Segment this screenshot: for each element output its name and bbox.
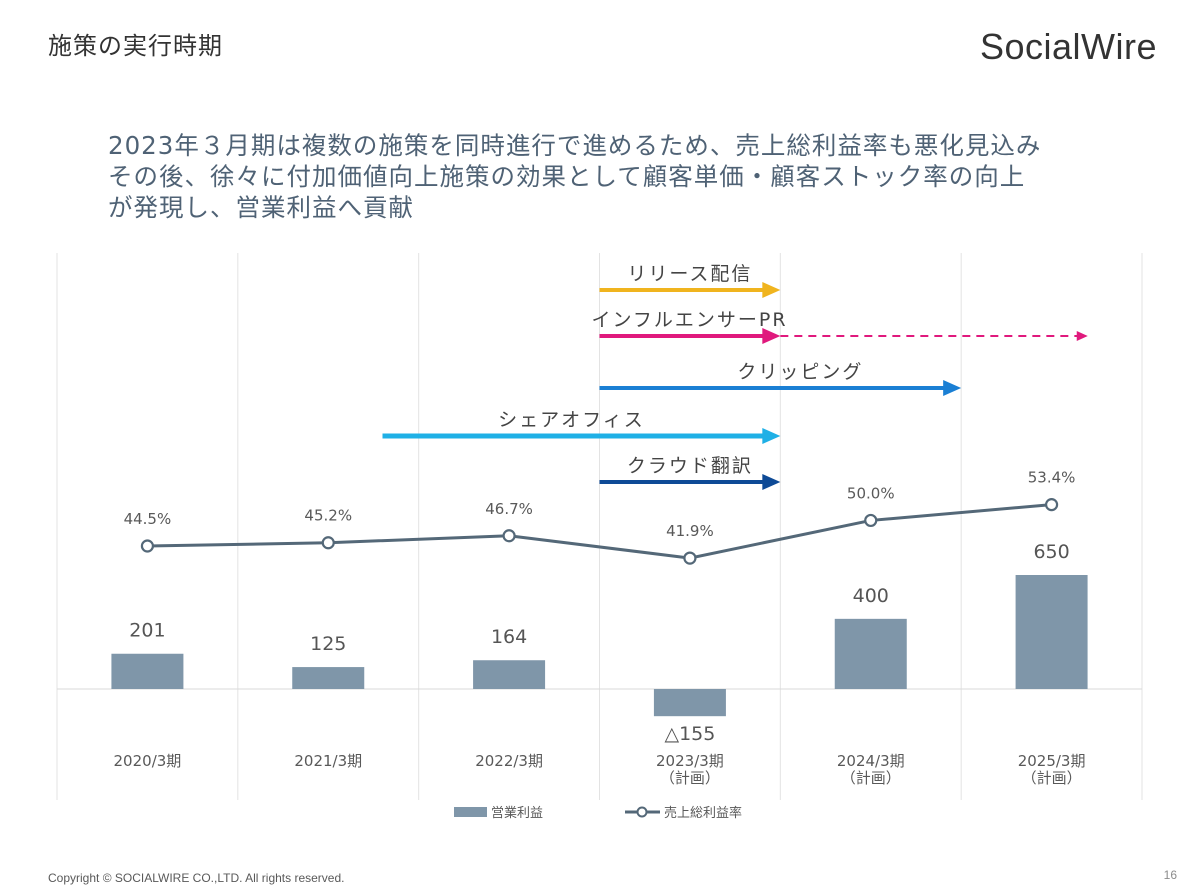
initiative-arrow: シェアオフィス <box>382 409 781 444</box>
category-label: （計画） <box>1022 769 1082 787</box>
legend-label: 営業利益 <box>491 805 543 821</box>
line-point <box>502 529 516 543</box>
legend-label: 売上総利益率 <box>664 805 742 821</box>
category-label: 2025/3期 <box>1018 752 1086 770</box>
bar <box>834 618 907 689</box>
bar-layer <box>111 575 1088 717</box>
initiative-arrow: クリッピング <box>599 361 962 396</box>
rate-label: 44.5% <box>124 510 172 528</box>
label-layer: 201 125 164 △155 400 650 2020/3期 2021/3期 2022/3期… <box>114 469 1086 787</box>
bar <box>111 653 184 689</box>
category-label: （計画） <box>660 769 720 787</box>
line-point <box>1044 498 1059 512</box>
bar-value-label: 164 <box>491 626 527 648</box>
arrow-head-icon <box>762 428 781 444</box>
initiative-arrow: クラウド翻訳 <box>599 455 781 490</box>
page-number: 16 <box>1163 868 1177 882</box>
line-point <box>864 513 878 528</box>
headline-line: が発現し、営業利益へ貢献 <box>108 193 414 222</box>
rate-label: 53.4% <box>1028 469 1076 487</box>
initiative-label: クリッピング <box>737 361 863 383</box>
bar <box>292 667 365 689</box>
category-label: 2020/3期 <box>114 752 182 770</box>
arrow-head-icon <box>762 282 781 298</box>
legend-bar-swatch <box>454 807 487 817</box>
initiative-arrow: インフルエンサーPR <box>591 309 1088 344</box>
category-label: 2022/3期 <box>475 752 543 770</box>
initiative-label: リリース配信 <box>627 263 752 285</box>
rate-label: 45.2% <box>304 507 352 525</box>
legend: 営業利益 売上総利益率 <box>454 805 742 821</box>
headline-line: その後、徐々に付加価値向上施策の効果として顧客単価・顧客ストック率の向上 <box>108 162 1026 191</box>
grid-layer <box>56 253 1143 800</box>
arrow-head-icon <box>943 380 962 396</box>
page-title: 施策の実行時期 <box>48 32 223 60</box>
category-label: （計画） <box>841 769 901 787</box>
rate-label: 50.0% <box>847 484 895 502</box>
initiative-label: インフルエンサーPR <box>591 309 787 331</box>
arrow-head-icon <box>762 328 781 344</box>
bar-value-label: △155 <box>664 723 715 745</box>
line-point <box>321 536 335 550</box>
category-label: 2023/3期 <box>656 752 724 770</box>
bar-value-label: 400 <box>853 585 889 607</box>
arrow-head-icon <box>1076 331 1088 341</box>
line-layer <box>140 498 1059 565</box>
initiative-label: シェアオフィス <box>498 409 645 431</box>
initiative-label: クラウド翻訳 <box>627 455 753 477</box>
bar-value-label: 201 <box>129 620 165 642</box>
company-logo: SocialWire <box>979 26 1157 67</box>
line-point <box>140 539 155 553</box>
headline: 2023年３月期は複数の施策を同時進行で進めるため、売上総利益率も悪化見込み そ… <box>108 130 1108 223</box>
bar <box>473 660 546 689</box>
headline-line: 2023年３月期は複数の施策を同時進行で進めるため、売上総利益率も悪化見込み <box>108 131 1042 160</box>
bar-value-label: 125 <box>310 633 346 655</box>
bar-value-label: 650 <box>1033 541 1069 563</box>
copyright-footer: Copyright © SOCIALWIRE CO.,LTD. All righ… <box>48 871 345 885</box>
bar <box>653 689 726 717</box>
bar <box>1015 575 1088 689</box>
line-point <box>683 551 697 565</box>
line-series <box>147 503 1052 560</box>
initiative-arrow: リリース配信 <box>599 263 781 298</box>
category-label: 2021/3期 <box>294 752 362 770</box>
legend-marker-icon <box>636 806 648 818</box>
arrow-head-icon <box>762 474 781 490</box>
category-label: 2024/3期 <box>837 752 905 770</box>
rate-label: 41.9% <box>666 522 714 540</box>
rate-label: 46.7% <box>485 500 533 518</box>
